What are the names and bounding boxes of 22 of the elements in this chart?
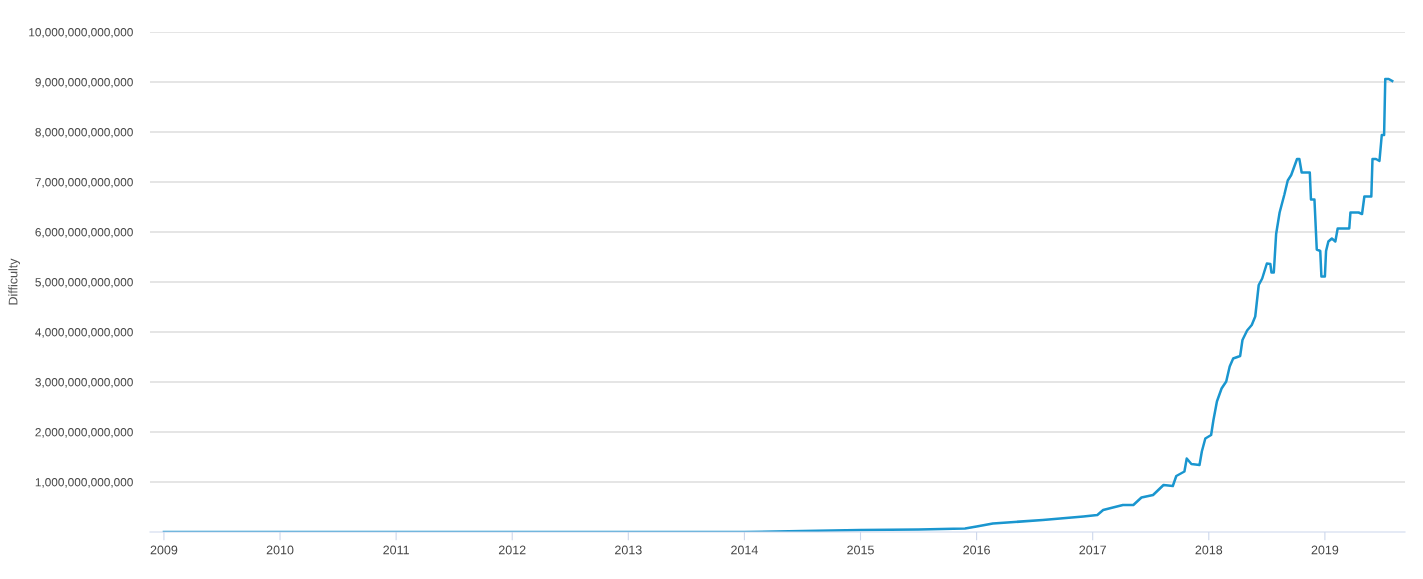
y-tick-label: 6,000,000,000,000 [35, 228, 133, 238]
x-tick-label: 2010 [266, 545, 294, 555]
x-tick-label: 2012 [498, 545, 526, 555]
y-tick-label: 3,000,000,000,000 [35, 378, 133, 388]
x-tick-label: 2015 [847, 545, 874, 555]
y-tick-label: 2,000,000,000,000 [35, 428, 133, 438]
x-tick-label: 2019 [1311, 545, 1339, 555]
y-axis-title: Difficulty [8, 258, 20, 305]
y-tick-label: 8,000,000,000,000 [35, 128, 133, 138]
y-tick-label: 9,000,000,000,000 [35, 78, 133, 88]
x-tick-label: 2016 [963, 545, 990, 555]
x-tick-label: 2011 [383, 545, 409, 555]
y-tick-label: 4,000,000,000,000 [35, 328, 133, 338]
y-tick-label: 10,000,000,000,000 [29, 28, 133, 38]
x-tick-label: 2018 [1195, 545, 1223, 555]
x-tick-label: 2014 [731, 545, 758, 555]
x-tick-label: 2009 [150, 545, 178, 555]
y-tick-label: 1,000,000,000,000 [35, 478, 133, 488]
y-tick-label: 5,000,000,000,000 [35, 278, 133, 288]
y-tick-label: 7,000,000,000,000 [35, 178, 133, 188]
x-tick-label: 2017 [1079, 545, 1106, 555]
x-tick-label: 2013 [615, 545, 642, 555]
